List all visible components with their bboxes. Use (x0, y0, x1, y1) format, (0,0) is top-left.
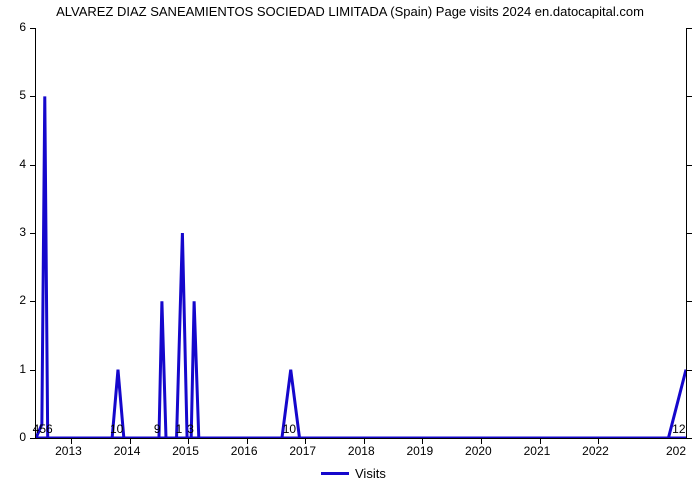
y-axis-line-right (686, 28, 687, 438)
visits-line (36, 96, 686, 438)
y-tick-label: 6 (0, 20, 26, 34)
y-tick-mark (687, 165, 692, 166)
y-tick-label: 1 (0, 362, 26, 376)
series-point-label: 10 (283, 422, 296, 436)
x-axis-line (35, 438, 687, 439)
y-tick-mark (687, 438, 692, 439)
series-point-label: 1 (176, 422, 183, 436)
x-tick-label: 2021 (524, 444, 551, 458)
x-tick-mark (71, 439, 72, 444)
x-tick-label: 2022 (582, 444, 609, 458)
y-tick-mark (687, 301, 692, 302)
x-tick-mark (598, 439, 599, 444)
y-tick-label: 0 (0, 430, 26, 444)
x-tick-label: 2013 (55, 444, 82, 458)
x-tick-mark (481, 439, 482, 444)
y-tick-label: 2 (0, 293, 26, 307)
y-tick-mark (687, 28, 692, 29)
chart-container: { "title": "ALVAREZ DIAZ SANEAMIENTOS SO… (0, 0, 700, 500)
plot-area (36, 28, 686, 438)
series-point-label: 10 (110, 422, 123, 436)
chart-title: ALVAREZ DIAZ SANEAMIENTOS SOCIEDAD LIMIT… (0, 4, 700, 19)
x-tick-mark (422, 439, 423, 444)
x-tick-mark (540, 439, 541, 444)
x-tick-label: 2018 (348, 444, 375, 458)
x-tick-mark (188, 439, 189, 444)
series-point-label: 12 (672, 422, 685, 436)
y-tick-label: 3 (0, 225, 26, 239)
legend: Visits (321, 466, 386, 481)
x-tick-label: 2019 (406, 444, 433, 458)
x-tick-label: 202 (666, 444, 686, 458)
x-tick-label: 2017 (289, 444, 316, 458)
y-tick-mark (687, 370, 692, 371)
legend-label: Visits (355, 466, 386, 481)
x-tick-mark (364, 439, 365, 444)
x-tick-mark (305, 439, 306, 444)
legend-swatch (321, 472, 349, 475)
x-tick-label: 2015 (172, 444, 199, 458)
y-tick-label: 5 (0, 88, 26, 102)
x-tick-label: 2014 (114, 444, 141, 458)
y-axis-line-left (35, 28, 36, 438)
y-tick-mark (687, 233, 692, 234)
line-series-svg (36, 28, 686, 438)
x-tick-mark (247, 439, 248, 444)
y-tick-mark (687, 96, 692, 97)
x-tick-mark (130, 439, 131, 444)
x-tick-label: 2020 (465, 444, 492, 458)
series-point-label: 3 (187, 422, 194, 436)
series-point-label: 9 (154, 422, 161, 436)
x-tick-label: 2016 (231, 444, 258, 458)
y-tick-label: 4 (0, 157, 26, 171)
